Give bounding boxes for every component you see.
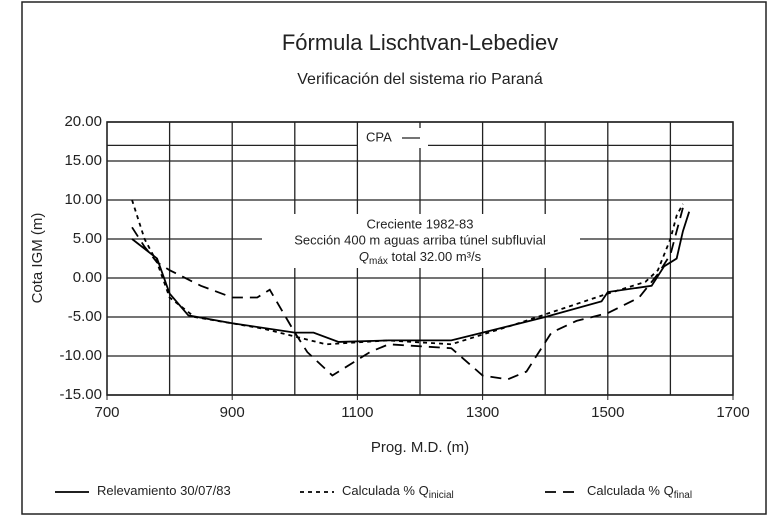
y-axis-title: Cota IGM (m) [29,213,46,304]
series-line [131,207,684,381]
annotation: Creciente 1982-83 [367,216,474,231]
y-tick-label: 5.00 [73,230,102,247]
plot-border [106,121,734,396]
legend-text: Relevamiento 30/07/83 [97,483,231,498]
y-tick-label: -15.00 [59,386,102,403]
legend-text: Calculada % Q [342,483,429,498]
x-tick-label: 700 [94,404,119,421]
y-tick-label: -10.00 [59,347,102,364]
annotation-bg [262,214,580,268]
y-tick-label: 15.00 [64,152,102,169]
frame [21,1,767,515]
series-line [131,211,691,343]
y-tick-label: 10.00 [64,191,102,208]
legend-label: Calculada % Qfinal [587,483,692,500]
q-sub: máx [369,256,388,267]
y-tick-label: 20.00 [64,113,102,130]
x-tick-label: 1700 [716,404,749,421]
legend-text: Calculada % Q [587,483,674,498]
x-tick-label: 1500 [591,404,624,421]
legend-sub: inicial [429,490,454,501]
legend-label: Relevamiento 30/07/83 [97,483,231,498]
annotation: Sección 400 m aguas arriba túnel subfluv… [294,232,546,247]
y-tick-label: -5.00 [68,308,102,325]
reference-label: CPA [366,129,392,144]
label-bg [358,128,428,148]
legend-label: Calculada % Qinicial [342,483,454,500]
legend-sub: final [674,490,692,501]
q-symbol: Q [359,249,369,264]
y-tick-label: 0.00 [73,269,102,286]
x-tick-label: 1100 [341,404,373,421]
x-tick-label: 1300 [466,404,499,421]
x-tick-label: 900 [220,404,245,421]
q-text: total 32.00 m³/s [388,249,482,264]
annotation: Qmáx total 32.00 m³/s [359,249,482,266]
chart-title: Fórmula Lischtvan-Lebediev [282,30,558,55]
x-axis-title: Prog. M.D. (m) [371,439,469,456]
chart-subtitle: Verificación del sistema rio Paraná [297,71,543,88]
